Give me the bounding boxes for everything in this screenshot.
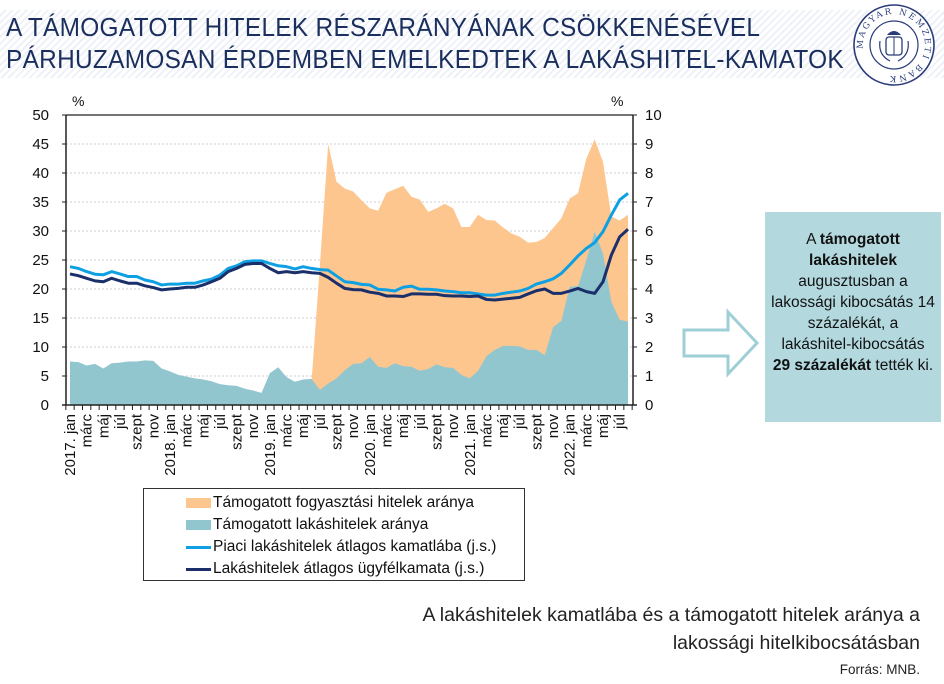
title-band — [0, 10, 944, 78]
x-tick-label: nov — [445, 414, 462, 439]
legend-swatch-teal — [186, 520, 211, 530]
y-tick-label-right: 10 — [645, 107, 662, 124]
x-tick-label: márc — [79, 414, 96, 448]
line-market-rate — [69, 192, 629, 297]
x-tick-label: 2022. jan — [562, 414, 579, 476]
caption-line-2: lakossági hitelkibocsátásban — [672, 632, 920, 654]
y-tick-label-right: 2 — [645, 339, 653, 356]
note-text: A — [806, 231, 820, 248]
x-tick-label: márc — [578, 414, 595, 448]
x-tick-label: júl — [512, 414, 529, 430]
x-tick-label: máj — [295, 414, 312, 438]
y-axis-unit-left: % — [72, 93, 84, 109]
mnb-logo: MAGYAR NEMZETI BANK — [853, 4, 935, 86]
legend-label: Támogatott fogyasztási hitelek aránya — [213, 494, 475, 511]
y-tick-label-left: 45 — [32, 136, 49, 153]
line-customer-rate — [69, 228, 630, 302]
x-tick-label: márc — [179, 414, 196, 448]
y-axis-unit-right: % — [611, 93, 623, 109]
x-tick-label: máj — [495, 414, 512, 438]
page-title: A TÁMOGATOTT HITELEK RÉSZARÁNYÁNAK CSÖKK… — [6, 12, 844, 76]
x-tick-label: máj — [595, 414, 612, 438]
legend-line-navy — [186, 567, 211, 571]
x-tick-label: márc — [279, 414, 296, 448]
x-tick-label: 2018. jan — [162, 414, 179, 476]
y-tick-label-right: 4 — [645, 281, 653, 298]
x-tick-label: júl — [312, 414, 329, 430]
x-tick-label: 2021. jan — [462, 414, 479, 476]
x-tick-label: szept — [329, 413, 346, 450]
y-tick-label-right: 5 — [645, 252, 653, 269]
legend-swatch-orange — [186, 498, 211, 508]
title-line-1: A TÁMOGATOTT HITELEK RÉSZARÁNYÁNAK CSÖKK… — [6, 14, 761, 42]
y-tick-label-right: 9 — [645, 136, 653, 153]
x-tick-label: máj — [195, 414, 212, 438]
note-bold: támogatott lakáshitelek — [809, 231, 900, 269]
x-tick-label: szept — [129, 413, 146, 450]
y-tick-label-left: 30 — [32, 223, 49, 240]
y-tick-label-right: 3 — [645, 310, 653, 327]
title-line-2: PÁRHUZAMOSAN ÉRDEMBEN EMELKEDTEK A LAKÁS… — [6, 46, 844, 74]
legend-label: Piaci lakáshitelek átlagos kamatlába (j.… — [213, 538, 497, 555]
legend-label: Lakáshitelek átlagos ügyfélkamata (j.s.) — [213, 560, 485, 577]
x-tick-label: máj — [95, 414, 112, 438]
note-text: augusztusban a lakossági kibocsátás 14 s… — [771, 273, 935, 353]
x-tick-label: júl — [412, 414, 429, 430]
x-tick-label: máj — [395, 414, 412, 438]
chart-caption: A lakáshitelek kamatlába és a támogatott… — [320, 601, 920, 657]
note-bold: 29 százalékát — [772, 357, 872, 374]
y-tick-label-left: 35 — [32, 194, 49, 211]
y-tick-label-left: 10 — [32, 339, 49, 356]
y-tick-label-right: 0 — [645, 397, 653, 414]
y-tick-label-left: 40 — [32, 165, 49, 182]
y-tick-label-left: 25 — [32, 252, 49, 269]
y-tick-label-left: 0 — [41, 397, 49, 414]
x-tick-label: nov — [145, 414, 162, 439]
y-tick-label-right: 6 — [645, 223, 653, 240]
legend: Támogatott fogyasztási hitelek aránya Tá… — [143, 488, 525, 581]
x-tick-label: szept — [528, 413, 545, 450]
area-supported-consumer-loans — [311, 139, 628, 406]
y-tick-label-right: 8 — [645, 165, 653, 182]
y-tick-label-left: 5 — [41, 368, 49, 385]
x-tick-label: nov — [545, 414, 562, 439]
y-tick-label-right: 7 — [645, 194, 653, 211]
area-supported-housing-loans — [70, 231, 628, 405]
x-tick-label: márc — [478, 414, 495, 448]
legend-item: Támogatott fogyasztási hitelek aránya — [144, 492, 524, 514]
axes — [62, 114, 637, 410]
x-tick-label: márc — [378, 414, 395, 448]
caption-line-1: A lakáshitelek kamatlába és a támogatott… — [422, 604, 920, 626]
y-tick-label-left: 15 — [32, 310, 49, 327]
legend-item: Lakáshitelek átlagos ügyfélkamata (j.s.) — [144, 558, 524, 580]
y-tick-label-right: 1 — [645, 368, 653, 385]
note-text: tették ki. — [871, 357, 934, 374]
area-series — [70, 139, 628, 406]
line-series — [69, 192, 630, 302]
x-tick-label: 2017. jan — [62, 414, 79, 476]
x-tick-label: 2020. jan — [362, 414, 379, 476]
y-tick-label-left: 20 — [32, 281, 49, 298]
x-tick-label: szept — [428, 413, 445, 450]
x-tick-label: júl — [612, 414, 629, 430]
x-tick-label: szept — [229, 413, 246, 450]
y-tick-label-left: 50 — [32, 107, 49, 124]
legend-item: Piaci lakáshitelek átlagos kamatlába (j.… — [144, 536, 524, 558]
info-box: A támogatott lakáshitelek augusztusban a… — [765, 212, 941, 422]
legend-label: Támogatott lakáshitelek aránya — [213, 516, 429, 533]
legend-item: Támogatott lakáshitelek aránya — [144, 514, 524, 536]
x-tick-label: nov — [245, 414, 262, 439]
legend-line-lightblue — [186, 545, 211, 549]
x-tick-label: júl — [212, 414, 229, 430]
x-tick-label: 2019. jan — [262, 414, 279, 476]
x-tick-label: júl — [112, 414, 129, 430]
x-tick-label: nov — [345, 414, 362, 439]
source-note: Forrás: MNB. — [839, 662, 920, 677]
arrow-right-icon — [682, 308, 760, 378]
